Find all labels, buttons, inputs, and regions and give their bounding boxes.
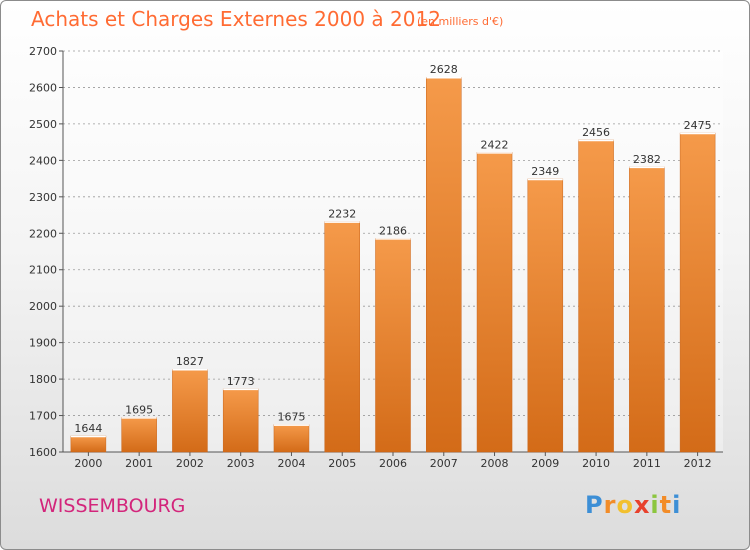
proxiti-logo: Proxiti [585,491,681,519]
y-tick-label: 1700 [29,410,57,423]
bar-2006 [375,238,411,453]
bar-2012 [679,132,716,453]
bar-2007 [426,76,462,453]
bar-2003 [222,388,259,453]
x-tick-label-2003: 2003 [227,457,255,470]
data-label-2006: 2186 [379,224,407,237]
x-tick-label-2008: 2008 [481,457,509,470]
data-label-2000: 1644 [74,422,102,435]
data-label-2008: 2422 [481,138,509,151]
data-label-2010: 2456 [582,126,610,139]
bar-2004 [273,424,310,453]
data-label-2001: 1695 [125,403,153,416]
x-tick-label-2001: 2001 [125,457,153,470]
x-tick-label-2005: 2005 [328,457,356,470]
axes: 1600 1700 1800 1900 2000 2100 2200 2300 2400 2500… [29,45,723,459]
bar-2008 [476,152,513,453]
data-label-2007: 2628 [430,63,458,76]
logo-letter: i [650,491,660,519]
logo-letter: o [616,491,634,519]
data-label-2005: 2232 [328,208,356,221]
commune-name: WISSEMBOURG [39,495,186,517]
x-tick-label-2007: 2007 [430,457,458,470]
bar-2002 [172,368,208,453]
x-tick-label-2011: 2011 [633,457,661,470]
x-tick-label-2006: 2006 [379,457,407,470]
bar-2011 [629,166,665,453]
bar-2010 [578,139,614,453]
bars [70,76,716,453]
data-label-2003: 1773 [227,375,255,388]
data-label-2004: 1675 [277,411,305,424]
y-tick-label: 2200 [29,227,57,240]
bar-2009 [527,178,564,453]
data-label-2002: 1827 [176,355,204,368]
y-tick-label: 1900 [29,337,57,350]
chart-title: Achats et Charges Externes 2000 à 2012 [31,7,441,31]
y-tick-label: 1600 [29,446,57,459]
logo-letter: i [672,491,682,519]
x-tick-label-2010: 2010 [582,457,610,470]
data-label-2012: 2475 [684,119,712,132]
x-tick-label-2004: 2004 [277,457,305,470]
y-tick-label: 2600 [29,81,57,94]
data-label-2009: 2349 [531,165,559,178]
y-tick-label: 2700 [29,45,57,58]
y-tick-label: 2100 [29,264,57,277]
chart-subtitle: (en milliers d'€) [417,15,504,28]
bar-2005 [324,221,360,453]
logo-letter: r [603,491,617,519]
bar-2000 [70,435,107,453]
x-tick-label-2012: 2012 [684,457,712,470]
bar-2001 [121,417,157,453]
logo-letter: x [633,491,651,519]
y-tick-label: 2300 [29,191,57,204]
y-tick-label: 2500 [29,118,57,131]
logo-letter: t [659,491,673,519]
data-label-2011: 2382 [633,153,661,166]
y-tick-label: 2000 [29,300,57,313]
y-tick-label: 2400 [29,154,57,167]
y-tick-label: 1800 [29,373,57,386]
logo-letter: P [585,491,604,519]
x-tick-label-2000: 2000 [74,457,102,470]
x-tick-label-2002: 2002 [176,457,204,470]
x-tick-label-2009: 2009 [531,457,559,470]
labels: 1644 2000 1695 2001 1827 2002 1773 2003 1675 2004… [74,63,711,470]
